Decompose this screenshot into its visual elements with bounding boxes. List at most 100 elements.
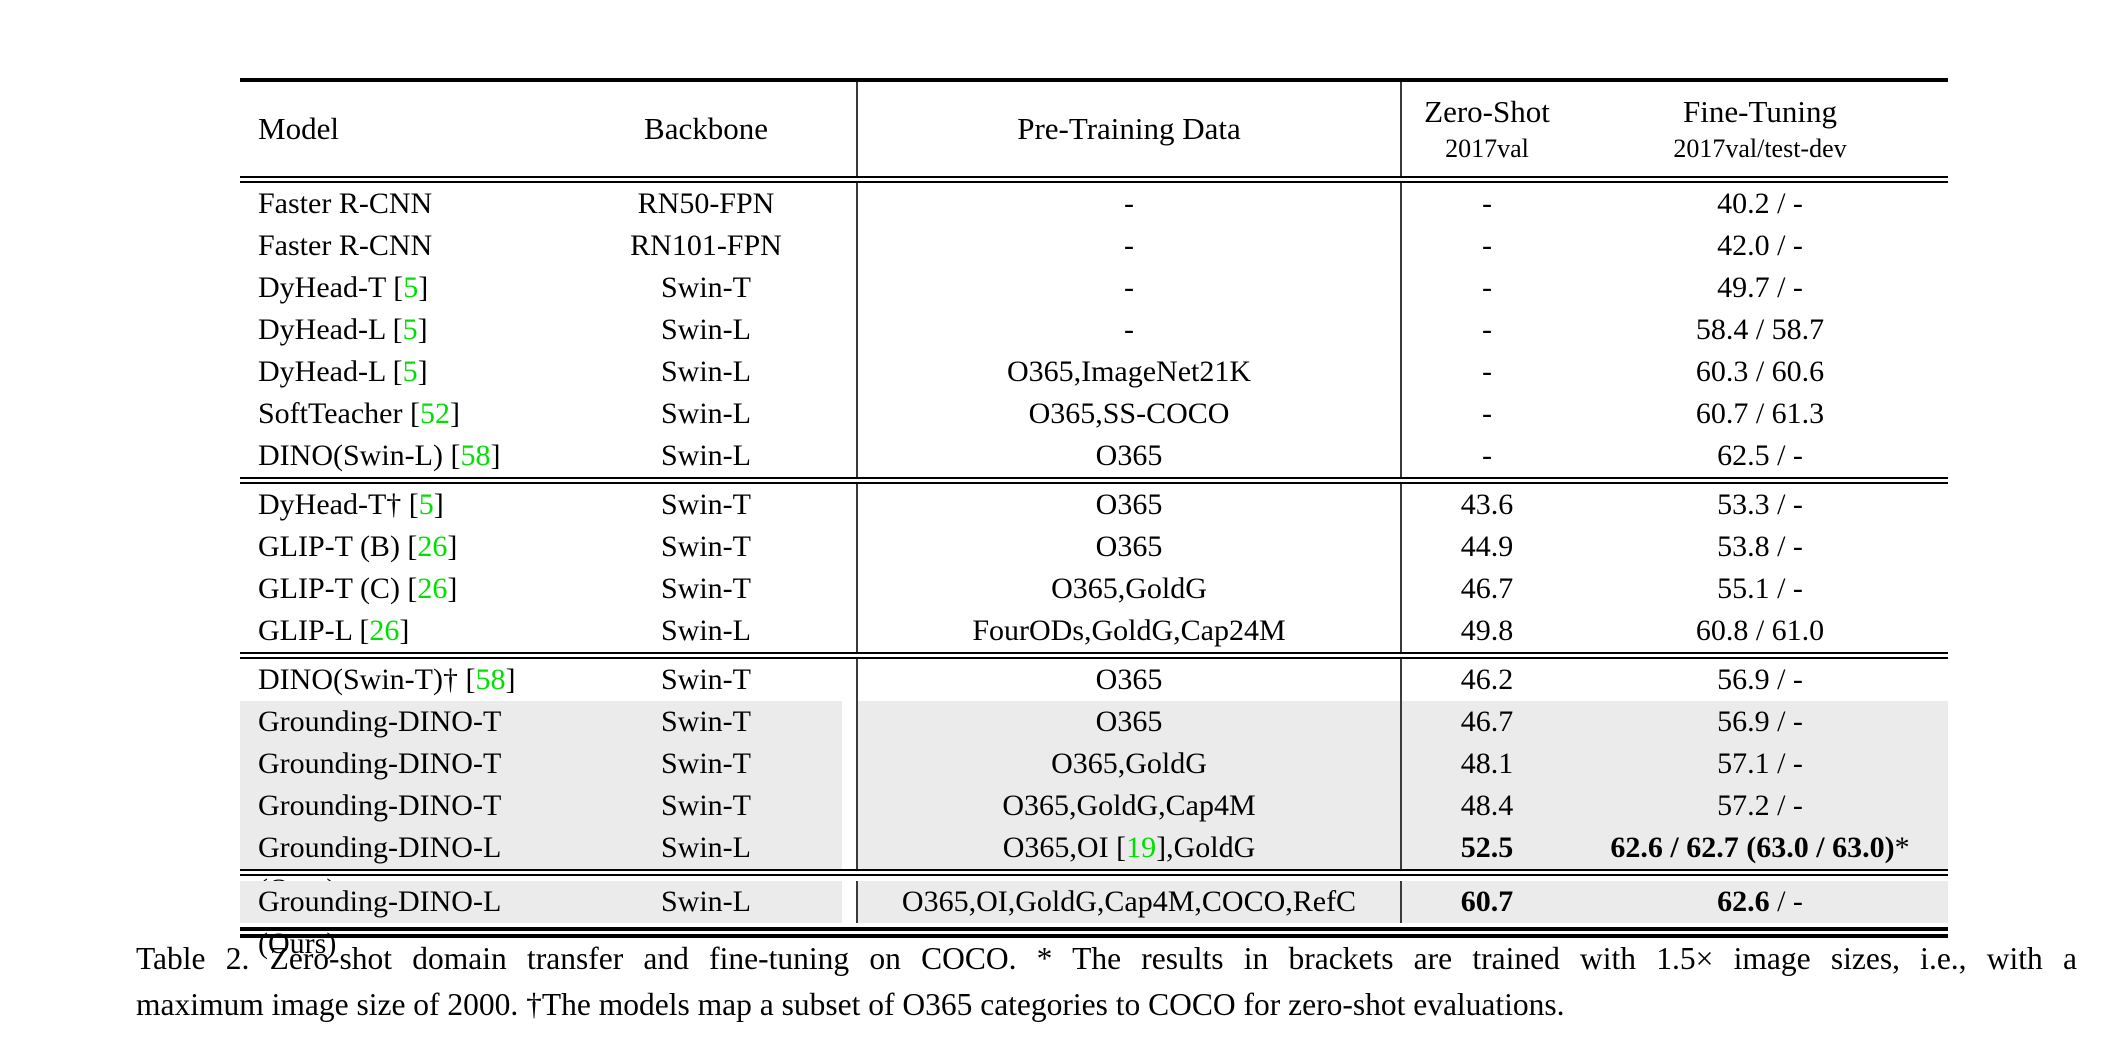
model-cell: DyHead-L [5] <box>240 351 570 393</box>
section-divider-rule <box>240 869 1948 876</box>
table-row: Faster R-CNN RN50-FPN - - 40.2 / - <box>240 183 1948 225</box>
text-segment: 40.2 / - <box>1717 187 1803 220</box>
column-gap <box>842 881 856 923</box>
table-top-rule <box>240 78 1948 82</box>
finetune-cell: 58.4 / 58.7 <box>1572 309 1948 351</box>
text-segment: ] <box>447 572 458 605</box>
text-segment: ] <box>418 271 429 304</box>
table-body: Faster R-CNN RN50-FPN - - 40.2 / - Faste… <box>240 183 1948 960</box>
citation-link[interactable]: 58 <box>460 439 491 472</box>
zeroshot-cell: 48.1 <box>1400 743 1572 785</box>
citation-link[interactable]: 5 <box>402 355 418 388</box>
backbone-cell: Swin-L <box>661 397 751 430</box>
column-gap <box>842 267 856 309</box>
finetune-cell: 53.8 / - <box>1572 526 1948 568</box>
model-cell: Grounding-DINO-L (Ours) <box>240 827 570 906</box>
text-segment: DyHead-L [ <box>258 313 403 346</box>
text-segment: 60.3 / 60.6 <box>1695 355 1825 388</box>
pretrain-cell: O365,SS-COCO <box>856 393 1400 435</box>
table-caption: Table 2. Zero-shot domain transfer and f… <box>136 936 2077 1028</box>
text-segment: ] <box>433 488 444 521</box>
pretrain-cell: O365,ImageNet21K <box>856 351 1400 393</box>
text-segment: - <box>1482 397 1492 430</box>
zeroshot-cell: 48.4 <box>1400 785 1572 827</box>
finetune-cell: 60.8 / 61.0 <box>1572 610 1948 652</box>
backbone-cell: Swin-T <box>570 785 842 827</box>
text-segment: ] <box>399 614 410 647</box>
text-segment: FourODs,GoldG,Cap24M <box>972 614 1286 647</box>
text-segment: 48.1 <box>1460 747 1514 780</box>
model-cell: Grounding-DINO-T (Ours) <box>240 785 570 864</box>
text-segment: - <box>1482 313 1492 346</box>
citation-link[interactable]: 5 <box>403 271 419 304</box>
text-segment: GLIP-L [ <box>258 614 370 647</box>
text-segment: 49.7 / - <box>1717 271 1803 304</box>
text-segment: 55.1 / - <box>1717 572 1803 605</box>
text-segment: 62.6 <box>1717 885 1770 918</box>
citation-link[interactable]: 52 <box>419 397 450 430</box>
pretrain-cell: O365,OI [19],GoldG <box>856 827 1400 869</box>
citation-link[interactable]: 19 <box>1126 831 1157 864</box>
text-segment: 62.6 / 62.7 (63.0 / 63.0) <box>1610 831 1895 864</box>
citation-link[interactable]: 5 <box>418 488 434 521</box>
model-cell: GLIP-L [26] <box>240 610 570 652</box>
zeroshot-cell: - <box>1400 393 1572 435</box>
column-gap <box>842 568 856 610</box>
text-segment: O365 <box>1095 530 1163 563</box>
zeroshot-cell: 46.7 <box>1400 701 1572 743</box>
model-cell: Grounding-DINO-L (Ours) <box>240 881 570 960</box>
text-segment: O365,OI [ <box>1002 831 1127 864</box>
column-gap <box>842 435 856 477</box>
backbone-cell: Swin-T <box>661 488 751 521</box>
model-cell: DINO(Swin-T)† [58] <box>240 659 570 701</box>
text-segment: 46.2 <box>1460 663 1514 696</box>
text-segment: 52.5 <box>1460 831 1514 864</box>
text-segment: ] <box>490 439 501 472</box>
text-segment: Faster R-CNN <box>258 187 433 220</box>
text-segment: - <box>1482 439 1492 472</box>
model-cell: DyHead-L [5] <box>240 309 570 351</box>
column-gap <box>842 309 856 351</box>
citation-link[interactable]: 26 <box>417 572 448 605</box>
text-segment: O365,OI,GoldG,Cap4M,COCO,RefC <box>901 885 1357 918</box>
table-row: Grounding-DINO-L (Ours) Swin-L O365,OI,G… <box>240 881 1948 960</box>
finetune-header-main: Fine-Tuning <box>1683 93 1837 129</box>
col-header-backbone: Backbone <box>644 111 768 146</box>
model-cell: DINO(Swin-L) [58] <box>240 435 570 477</box>
model-cell: Faster R-CNN <box>240 183 570 225</box>
backbone-cell: Swin-T <box>661 663 751 696</box>
citation-link[interactable]: 58 <box>475 663 506 696</box>
text-segment: 46.7 <box>1460 572 1514 605</box>
table-row: DyHead-L [5] Swin-L - - 58.4 / 58.7 <box>240 309 1948 351</box>
backbone-cell: Swin-T <box>661 530 751 563</box>
citation-link[interactable]: 5 <box>402 313 418 346</box>
table-row: DINO(Swin-L) [58] Swin-L O365 - 62.5 / - <box>240 435 1948 477</box>
col-header-pretrain: Pre-Training Data <box>856 82 1400 176</box>
zeroshot-cell: - <box>1400 351 1572 393</box>
finetune-cell: 60.3 / 60.6 <box>1572 351 1948 393</box>
text-segment: 46.7 <box>1460 705 1514 738</box>
zeroshot-header-main: Zero-Shot <box>1424 93 1550 129</box>
text-segment: 62.5 / - <box>1717 439 1803 472</box>
backbone-cell: Swin-T <box>570 743 842 785</box>
section-divider-rule <box>240 652 1948 659</box>
column-gap <box>842 526 856 568</box>
text-segment: - <box>1124 271 1134 304</box>
column-gap <box>842 827 856 869</box>
text-segment: DyHead-T† [ <box>258 488 419 521</box>
text-segment: ] <box>417 355 428 388</box>
citation-link[interactable]: 26 <box>417 530 448 563</box>
column-gap <box>842 183 856 225</box>
table-row: Grounding-DINO-T (Ours) Swin-T O365,Gold… <box>240 785 1948 864</box>
text-segment: 44.9 <box>1460 530 1514 563</box>
text-segment: GLIP-T (B) [ <box>258 530 418 563</box>
table-row: Faster R-CNN RN101-FPN - - 42.0 / - <box>240 225 1948 267</box>
text-segment: 58.4 / 58.7 <box>1695 313 1825 346</box>
pretrain-cell: O365 <box>856 435 1400 477</box>
table-row: DyHead-T† [5] Swin-T O365 43.6 53.3 / - <box>240 484 1948 526</box>
zeroshot-cell: - <box>1400 267 1572 309</box>
pretrain-cell: O365 <box>856 659 1400 701</box>
finetune-header-sub: 2017val/test-dev <box>1673 134 1847 164</box>
column-gap <box>842 610 856 652</box>
citation-link[interactable]: 26 <box>369 614 400 647</box>
